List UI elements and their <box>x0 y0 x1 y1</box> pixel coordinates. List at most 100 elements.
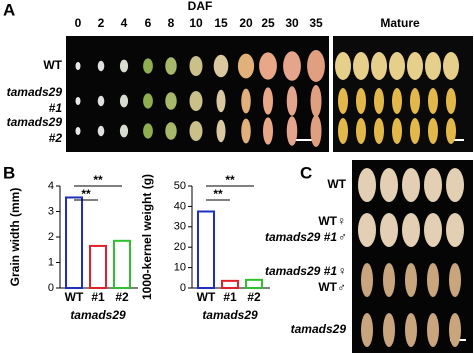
grain <box>446 168 464 202</box>
grain <box>361 313 373 347</box>
day-label: 2 <box>98 16 105 30</box>
grain <box>119 94 129 108</box>
sig-label: ** <box>81 187 91 201</box>
grain <box>165 57 177 75</box>
x-tick-label: WT <box>197 290 216 304</box>
grain <box>310 85 322 117</box>
grain <box>427 263 439 297</box>
grain <box>241 88 251 114</box>
grain <box>189 121 203 141</box>
grain <box>358 168 376 202</box>
bar <box>113 239 131 289</box>
y-tick-label: 20 <box>174 241 186 253</box>
y-tick-label: 2 <box>48 231 54 243</box>
panel-label: C <box>300 163 312 182</box>
sig-label: ** <box>213 187 223 201</box>
bar <box>197 210 215 289</box>
grain <box>75 127 81 135</box>
grain <box>383 263 395 297</box>
grain <box>310 115 322 147</box>
bar <box>245 278 263 289</box>
grain <box>143 123 153 139</box>
row-label: tamads29 #1♀ <box>265 264 346 278</box>
grain <box>263 87 273 115</box>
grain <box>75 62 81 70</box>
grain <box>410 118 420 144</box>
grain <box>374 118 384 144</box>
row-label: WT <box>327 177 346 191</box>
sig-label: ** <box>225 173 235 187</box>
grain <box>424 213 442 247</box>
grain <box>407 52 423 80</box>
grain <box>446 88 456 114</box>
grain <box>237 53 255 79</box>
grain <box>216 119 226 143</box>
grain <box>358 213 376 247</box>
grain <box>307 50 325 82</box>
grain <box>405 313 417 347</box>
grain <box>392 88 402 114</box>
grain <box>428 118 438 144</box>
x-tick-label: #1 <box>91 290 105 304</box>
grain <box>263 117 273 145</box>
y-tick-label: 30 <box>174 221 186 233</box>
grain <box>338 118 348 144</box>
y-tick-label: 3 <box>48 205 54 217</box>
y-tick-label: 0 <box>180 282 186 294</box>
y-tick-label: 50 <box>174 180 186 192</box>
x-tick-label: #1 <box>223 290 237 304</box>
bar <box>89 244 107 290</box>
grain <box>446 213 464 247</box>
grain <box>97 95 105 107</box>
y-tick-label: 0 <box>48 282 54 294</box>
bar <box>65 196 83 290</box>
row-label: WT♀ <box>318 214 346 228</box>
grain <box>143 93 153 109</box>
grain <box>338 88 348 114</box>
grain <box>75 97 81 105</box>
row-label: WT♂ <box>318 280 346 294</box>
y-axis-title: 1000-kernel weight (g) <box>140 174 154 300</box>
x-axis-title: tamads29 <box>70 308 126 322</box>
x-axis-title: tamads29 <box>202 308 258 322</box>
grain <box>361 263 373 297</box>
grain <box>356 88 366 114</box>
grain <box>449 263 461 297</box>
row-label: #1 <box>49 101 63 115</box>
grain <box>119 59 129 73</box>
grain <box>446 118 456 144</box>
row-label: tamads29 <box>7 115 63 129</box>
day-label: 15 <box>214 16 228 30</box>
panel-label: B <box>3 163 15 182</box>
grain <box>353 52 369 80</box>
grain <box>402 168 420 202</box>
grain <box>356 118 366 144</box>
grain <box>97 125 105 137</box>
day-label: 4 <box>121 16 128 30</box>
grain <box>389 52 405 80</box>
grain <box>443 52 459 80</box>
row-label: WT <box>43 58 62 72</box>
grain <box>216 89 226 113</box>
grain <box>283 51 301 81</box>
row-label: #2 <box>49 131 63 145</box>
row-label: tamads29 <box>291 322 347 336</box>
grain <box>410 88 420 114</box>
row-label: tamads29 #1♂ <box>265 230 346 244</box>
day-label: 35 <box>309 16 323 30</box>
grain <box>189 56 203 76</box>
grain <box>241 118 251 144</box>
grain <box>428 88 438 114</box>
grain <box>213 54 229 78</box>
day-label: 8 <box>168 16 175 30</box>
day-label: 30 <box>285 16 299 30</box>
x-tick-label: #2 <box>247 290 261 304</box>
bar <box>221 279 239 289</box>
grain <box>380 168 398 202</box>
grain <box>143 58 153 74</box>
y-tick-label: 10 <box>174 262 186 274</box>
grain <box>119 124 129 138</box>
panel-label: A <box>3 0 15 19</box>
y-tick-label: 4 <box>48 180 54 192</box>
